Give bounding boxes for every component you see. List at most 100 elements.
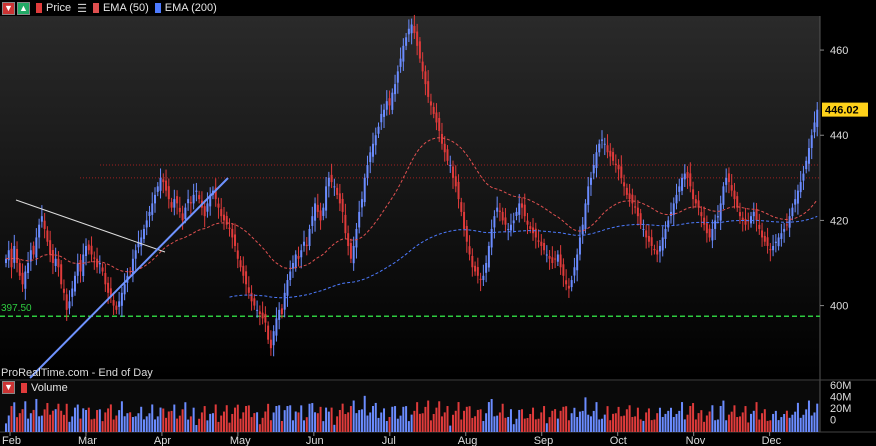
volume-bar [189, 416, 192, 432]
volume-bar [333, 424, 336, 432]
volume-bar [452, 414, 455, 432]
volume-bar [5, 423, 7, 432]
candle-body [595, 152, 598, 169]
volume-bar [509, 409, 512, 432]
volume-bar [661, 416, 664, 432]
volume-bar [686, 414, 689, 432]
candle-body [653, 248, 656, 251]
candle-body [443, 143, 446, 153]
volume-bar [736, 417, 739, 432]
candle-body [245, 271, 248, 285]
candle-body [145, 220, 148, 228]
volume-bar [752, 410, 755, 432]
volume-bar [813, 412, 816, 432]
volume-bar [247, 405, 250, 432]
volume-bar [101, 421, 104, 432]
candle-body [529, 226, 532, 229]
candle-body [176, 196, 179, 204]
volume-bar [636, 407, 639, 432]
collapse-icon[interactable]: ▼ [2, 1, 15, 15]
candle-body [543, 242, 546, 251]
volume-bar [465, 406, 468, 432]
candle-body [576, 254, 579, 271]
volume-bar [714, 420, 717, 432]
candle-body [807, 148, 810, 164]
candle-body [162, 179, 165, 183]
candle-body [788, 216, 791, 228]
candle-body [294, 254, 297, 268]
volume-bar [294, 411, 297, 432]
candle-body [29, 250, 32, 262]
candle-body [112, 300, 115, 306]
volume-bar [697, 413, 700, 432]
volume-bar [21, 409, 24, 432]
candle-body [548, 255, 551, 259]
volume-bar [366, 415, 369, 432]
expand-icon[interactable]: ▲ [17, 1, 30, 15]
volume-bar [355, 413, 358, 432]
price-panel [0, 16, 820, 378]
legend-ema50[interactable]: EMA (50) [102, 2, 149, 14]
volume-bar [159, 407, 162, 432]
volume-bar [250, 417, 253, 432]
volume-bar [54, 409, 57, 432]
x-tick-label-5: Jul [382, 435, 396, 446]
candle-body [247, 287, 250, 293]
volume-bar [722, 400, 725, 432]
legend-price[interactable]: Price [46, 2, 72, 14]
candle-body [598, 143, 601, 153]
candle-body [796, 190, 799, 204]
candle-body [490, 228, 493, 248]
ema50-line [5, 137, 818, 273]
volume-bar [716, 419, 719, 432]
volume-bar [440, 416, 443, 432]
volume-bar [567, 420, 570, 432]
volume-bar [344, 414, 347, 432]
volume-bar [118, 410, 121, 432]
volume-bar [336, 416, 339, 432]
candle-body [446, 149, 449, 161]
candle-body [438, 117, 441, 131]
menu-icon[interactable]: ☰ [77, 2, 87, 15]
volume-bar [231, 413, 234, 432]
volume-bar [242, 412, 245, 432]
volume-bar [43, 409, 46, 432]
volume-bar [446, 406, 449, 432]
volume-bar [769, 420, 772, 432]
volume-bar [85, 409, 88, 432]
candle-body [234, 234, 237, 246]
candle-body [336, 187, 339, 195]
candle-body [49, 240, 52, 255]
volume-bar [614, 413, 617, 432]
volume-bar [421, 413, 424, 432]
candle-body [82, 254, 85, 277]
candle-body [187, 199, 190, 204]
candle-body [76, 263, 79, 276]
candle-body [173, 199, 176, 208]
candle-body [612, 152, 615, 161]
candle-body [487, 245, 490, 268]
candle-body [772, 245, 775, 251]
candle-body [278, 309, 281, 320]
candle-body [184, 207, 187, 219]
candle-body [380, 113, 383, 123]
volume-collapse-icon[interactable]: ▼ [2, 381, 15, 394]
candle-body [581, 224, 584, 235]
candle-body [24, 271, 27, 289]
volume-bar [303, 420, 306, 432]
volume-bar [551, 410, 554, 432]
candle-body [694, 199, 697, 204]
candle-body [314, 203, 317, 221]
candle-body [774, 241, 777, 243]
volume-bar [763, 409, 766, 432]
legend-ema200[interactable]: EMA (200) [164, 2, 217, 14]
volume-bar [766, 420, 769, 432]
volume-bar [460, 419, 463, 432]
volume-bar [733, 405, 736, 432]
candle-body [170, 202, 173, 208]
legend-volume[interactable]: Volume [31, 381, 68, 394]
candle-body [118, 301, 121, 307]
candle-body [217, 203, 220, 208]
candle-body [435, 112, 438, 123]
last-price-marker [822, 102, 868, 117]
